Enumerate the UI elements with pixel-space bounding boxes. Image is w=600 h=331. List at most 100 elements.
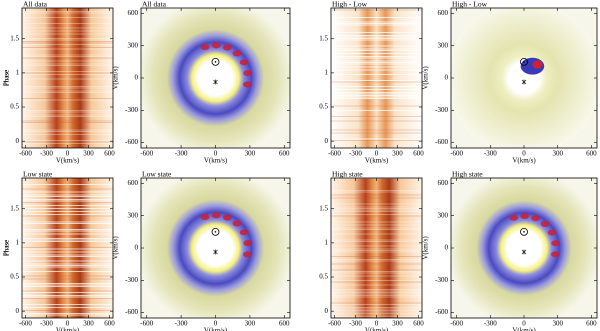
streak [331, 95, 422, 96]
spot [232, 50, 242, 57]
y-tick-label: 0.5 [10, 103, 19, 111]
streak [331, 263, 422, 265]
y-tick-label: 0 [135, 74, 139, 82]
panel-title: High - Low [452, 0, 488, 9]
y-axis-label: V(km/s) [112, 66, 120, 90]
streak [331, 129, 422, 131]
streak [22, 239, 113, 241]
roche-marker [211, 227, 220, 236]
x-tick-label: -300 [349, 150, 362, 158]
streak [22, 44, 113, 45]
streak [331, 132, 422, 134]
doppler-map [451, 178, 597, 318]
streak [22, 298, 113, 299]
streak [331, 227, 422, 229]
y-tick-label: -300 [125, 106, 138, 114]
y-tick-label: 0 [16, 137, 20, 145]
streak [331, 289, 422, 290]
streak [22, 141, 113, 143]
streak [22, 271, 113, 272]
panel-title: High state [332, 170, 363, 179]
streak [331, 21, 422, 23]
streak [22, 254, 113, 256]
spot [200, 43, 210, 51]
streak [22, 295, 113, 296]
y-tick-label: -300 [125, 276, 138, 284]
y-tick-label: 300 [438, 211, 449, 219]
doppler-map [141, 8, 290, 148]
streak [331, 197, 422, 199]
streak [331, 17, 422, 18]
streak [331, 116, 422, 117]
x-tick-label: -600 [450, 150, 463, 158]
y-tick-label: 600 [128, 9, 139, 17]
streak [331, 272, 422, 274]
star-marker [521, 79, 527, 85]
y-tick-label: 300 [128, 41, 139, 49]
image [141, 8, 290, 148]
panel-title: Low state [23, 170, 53, 179]
panel-title: All data [142, 0, 167, 9]
x-tick-label: 300 [552, 320, 563, 328]
streak [22, 266, 113, 268]
streak [331, 63, 422, 65]
streak [22, 313, 113, 314]
streak [331, 269, 422, 271]
streak [22, 27, 113, 29]
streak [331, 308, 422, 310]
y-axis-label: V(km/s) [112, 236, 120, 260]
panel: -600 -300 0 300 600 0 0.5 1 1.5 Low state V(km/s) P… [3, 170, 116, 331]
streak [331, 229, 422, 230]
spot [239, 59, 249, 66]
y-tick-label: 600 [438, 179, 449, 187]
streak [331, 304, 422, 305]
streak [331, 292, 422, 293]
roche-dot [214, 61, 217, 63]
streak [22, 54, 113, 56]
streak [22, 263, 113, 265]
spot [243, 70, 253, 77]
streak [331, 284, 422, 286]
x-axis-label: V(km/s) [512, 157, 536, 165]
streak [22, 48, 113, 50]
streak [331, 38, 422, 39]
streak [331, 248, 422, 250]
trailed-spectrum [331, 8, 422, 148]
roche-dot [214, 231, 217, 233]
x-tick-label: 300 [245, 150, 256, 158]
y-tick-label: 1 [325, 68, 329, 76]
streak [22, 99, 113, 101]
streak [22, 60, 113, 62]
spot [243, 81, 252, 88]
x-tick-label: 0 [522, 320, 526, 328]
x-tick-label: 300 [392, 150, 403, 158]
streak [22, 72, 113, 74]
y-axis-label: V(km/s) [422, 66, 430, 90]
streak [331, 251, 422, 253]
streak [331, 140, 422, 141]
streak [331, 24, 422, 26]
streak [22, 194, 113, 196]
y-axis-label: Phase [3, 240, 11, 256]
streak [331, 23, 422, 24]
streak [22, 114, 113, 116]
star-marker [521, 249, 527, 255]
y-tick-label: 0 [325, 137, 329, 145]
x-tick-label: 300 [83, 320, 94, 328]
y-tick-label: 0.5 [10, 273, 19, 281]
roche-marker [211, 57, 220, 66]
x-axis-label: V(km/s) [204, 327, 228, 331]
streak [22, 286, 113, 287]
x-tick-label: 0 [375, 320, 379, 328]
streak [22, 238, 113, 239]
streak [331, 53, 422, 54]
streak [22, 90, 113, 92]
streak [331, 295, 422, 296]
panel: -600 -300 0 300 600 0 0.5 1 1.5 All data V(km/s) Ph… [3, 0, 116, 165]
streak [22, 248, 113, 250]
streak [22, 230, 113, 232]
streak [22, 283, 113, 284]
